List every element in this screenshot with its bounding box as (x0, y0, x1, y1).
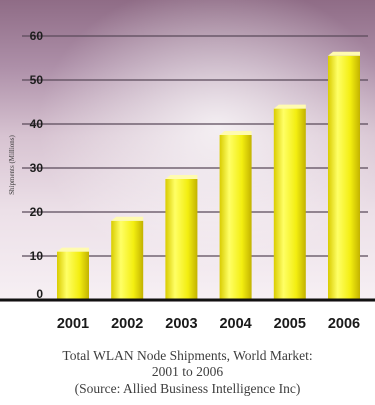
bar-2001 (57, 247, 89, 300)
bar-top-2005 (273, 104, 306, 109)
x-tick-label-2006: 2006 (328, 316, 360, 332)
x-axis-ticks: 2001 2002 2003 2004 2005 2006 (57, 316, 360, 332)
y-tick-label-30: 30 (30, 161, 44, 175)
bar-body-2002 (111, 220, 144, 300)
bar-body-2003 (165, 179, 198, 300)
x-tick-label-2003: 2003 (165, 316, 197, 332)
y-tick-label-50: 50 (30, 73, 44, 87)
bar-2005 (273, 104, 306, 300)
bar-2004 (219, 131, 252, 300)
bar-body-2004 (219, 135, 252, 300)
x-tick-label-2002: 2002 (111, 316, 143, 332)
y-tick-label-40: 40 (30, 117, 44, 131)
x-tick-label-2005: 2005 (274, 316, 306, 332)
chart-caption-line-3: (Source: Allied Business Intelligence In… (74, 381, 301, 396)
y-tick-label-10: 10 (30, 249, 44, 263)
y-tick-label-0: 0 (36, 287, 43, 301)
y-axis-ticks: 0 10 20 30 40 50 60 (30, 29, 44, 301)
x-tick-label-2001: 2001 (57, 316, 89, 332)
bar-top-2001 (57, 247, 89, 252)
bar-top-2004 (219, 131, 252, 135)
bar-2006 (328, 51, 360, 300)
bar-top-2002 (111, 216, 144, 221)
bar-top-2006 (328, 51, 360, 56)
bar-body-2001 (57, 251, 89, 300)
bar-2003 (165, 175, 198, 300)
y-tick-label-20: 20 (30, 205, 44, 219)
chart-caption-line-2: 2001 to 2006 (151, 364, 224, 379)
bar-top-2003 (165, 175, 198, 179)
x-tick-label-2004: 2004 (219, 316, 251, 332)
chart-caption-line-1: Total WLAN Node Shipments, World Market: (62, 348, 313, 363)
y-axis-label: Shipments (Millions) (8, 134, 16, 194)
bars (57, 51, 360, 300)
bar-body-2005 (273, 108, 306, 300)
bar-2002 (111, 216, 144, 300)
bar-body-2006 (328, 55, 360, 300)
y-tick-label-60: 60 (30, 29, 44, 43)
